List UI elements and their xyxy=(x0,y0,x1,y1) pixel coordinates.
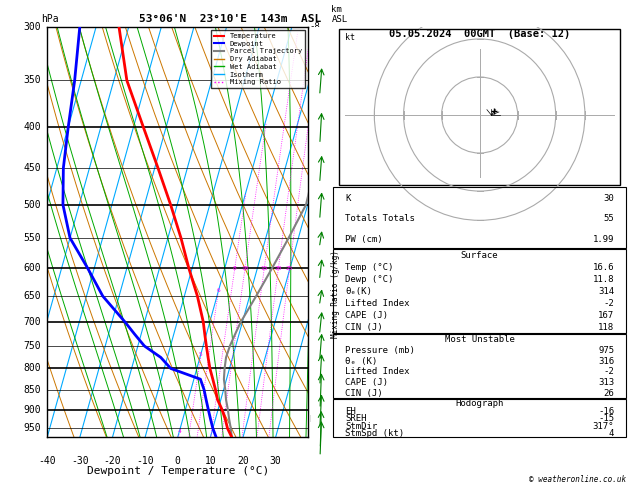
Text: 700: 700 xyxy=(23,317,41,327)
Text: θₑ(K): θₑ(K) xyxy=(345,287,372,296)
Text: 53°06'N  23°10'E  143m  ASL: 53°06'N 23°10'E 143m ASL xyxy=(138,14,321,24)
Text: CAPE (J): CAPE (J) xyxy=(345,378,388,387)
Text: SREH: SREH xyxy=(345,414,367,423)
Text: 4: 4 xyxy=(177,429,181,434)
Text: Most Unstable: Most Unstable xyxy=(445,335,515,344)
Text: Totals Totals: Totals Totals xyxy=(345,214,415,223)
Text: Surface: Surface xyxy=(461,251,498,260)
Text: 25: 25 xyxy=(286,266,293,271)
Text: CIN (J): CIN (J) xyxy=(345,389,382,398)
Text: -2: -2 xyxy=(603,367,614,376)
Text: 350: 350 xyxy=(23,75,41,86)
Text: -10: -10 xyxy=(136,456,154,466)
Text: PW (cm): PW (cm) xyxy=(345,235,382,244)
Text: 20: 20 xyxy=(274,266,282,271)
Text: 4: 4 xyxy=(609,430,614,438)
Text: 850: 850 xyxy=(23,384,41,395)
Text: CAPE (J): CAPE (J) xyxy=(345,311,388,320)
Text: -1: -1 xyxy=(309,407,320,416)
Text: km
ASL: km ASL xyxy=(331,5,348,24)
Bar xyxy=(333,187,626,248)
Text: Pressure (mb): Pressure (mb) xyxy=(345,346,415,355)
Text: -5: -5 xyxy=(309,198,320,207)
Text: -16: -16 xyxy=(598,407,614,416)
Text: -20: -20 xyxy=(104,456,121,466)
Text: -3: -3 xyxy=(309,317,320,327)
Text: 5: 5 xyxy=(199,352,203,357)
Text: 1.99: 1.99 xyxy=(593,235,614,244)
Text: 30: 30 xyxy=(603,194,614,203)
Text: 20: 20 xyxy=(237,456,249,466)
Text: StmDir: StmDir xyxy=(345,422,377,431)
Text: hPa: hPa xyxy=(41,14,58,24)
Text: 300: 300 xyxy=(23,22,41,32)
Text: 550: 550 xyxy=(23,233,41,243)
Text: -30: -30 xyxy=(71,456,89,466)
Text: -40: -40 xyxy=(38,456,56,466)
Text: 750: 750 xyxy=(23,341,41,351)
Text: 10: 10 xyxy=(241,266,248,271)
Text: 600: 600 xyxy=(23,263,41,273)
Text: -15: -15 xyxy=(598,414,614,423)
Text: 55: 55 xyxy=(603,214,614,223)
Text: Mixing Ratio (g/kg): Mixing Ratio (g/kg) xyxy=(331,250,340,338)
Text: 6: 6 xyxy=(216,288,220,294)
Text: 400: 400 xyxy=(23,122,41,132)
Text: -2: -2 xyxy=(309,366,320,375)
Text: Hodograph: Hodograph xyxy=(455,399,504,408)
Text: 975: 975 xyxy=(598,346,614,355)
Text: Lifted Index: Lifted Index xyxy=(345,299,409,308)
Bar xyxy=(333,333,626,399)
Text: 800: 800 xyxy=(23,364,41,373)
Legend: Temperature, Dewpoint, Parcel Trajectory, Dry Adiabat, Wet Adiabat, Isotherm, Mi: Temperature, Dewpoint, Parcel Trajectory… xyxy=(211,30,304,88)
Bar xyxy=(339,29,620,185)
Text: 05.05.2024  00GMT  (Base: 12): 05.05.2024 00GMT (Base: 12) xyxy=(389,29,571,39)
Bar xyxy=(333,249,626,333)
Text: 900: 900 xyxy=(23,404,41,415)
Text: CIN (J): CIN (J) xyxy=(345,323,382,332)
Text: StmSpd (kt): StmSpd (kt) xyxy=(345,430,404,438)
Text: 316: 316 xyxy=(598,357,614,365)
Text: 500: 500 xyxy=(23,200,41,210)
Text: 650: 650 xyxy=(23,291,41,301)
Text: θₑ (K): θₑ (K) xyxy=(345,357,377,365)
Text: -7: -7 xyxy=(309,74,320,83)
Text: kt: kt xyxy=(345,33,355,42)
Text: 0: 0 xyxy=(175,456,181,466)
Text: -4: -4 xyxy=(309,262,320,272)
Text: 30: 30 xyxy=(270,456,281,466)
Text: -8: -8 xyxy=(309,22,320,31)
Text: 11.8: 11.8 xyxy=(593,275,614,284)
Text: -2: -2 xyxy=(603,299,614,308)
Text: 16.6: 16.6 xyxy=(593,263,614,272)
Text: -6: -6 xyxy=(309,120,320,129)
Text: K: K xyxy=(345,194,350,203)
Text: 10: 10 xyxy=(204,456,216,466)
Text: 314: 314 xyxy=(598,287,614,296)
Text: Temp (°C): Temp (°C) xyxy=(345,263,394,272)
Text: EH: EH xyxy=(345,407,356,416)
Text: 317°: 317° xyxy=(593,422,614,431)
Text: LCL: LCL xyxy=(309,415,325,424)
Text: 167: 167 xyxy=(598,311,614,320)
Text: Dewp (°C): Dewp (°C) xyxy=(345,275,394,284)
Text: 8: 8 xyxy=(233,266,237,271)
Text: 26: 26 xyxy=(603,389,614,398)
Text: 118: 118 xyxy=(598,323,614,332)
Text: 450: 450 xyxy=(23,163,41,173)
Bar xyxy=(333,399,626,437)
Text: © weatheronline.co.uk: © weatheronline.co.uk xyxy=(529,474,626,484)
Text: 313: 313 xyxy=(598,378,614,387)
Text: 15: 15 xyxy=(260,266,268,271)
Text: 950: 950 xyxy=(23,423,41,434)
Text: Dewpoint / Temperature (°C): Dewpoint / Temperature (°C) xyxy=(87,466,269,476)
Text: Lifted Index: Lifted Index xyxy=(345,367,409,376)
